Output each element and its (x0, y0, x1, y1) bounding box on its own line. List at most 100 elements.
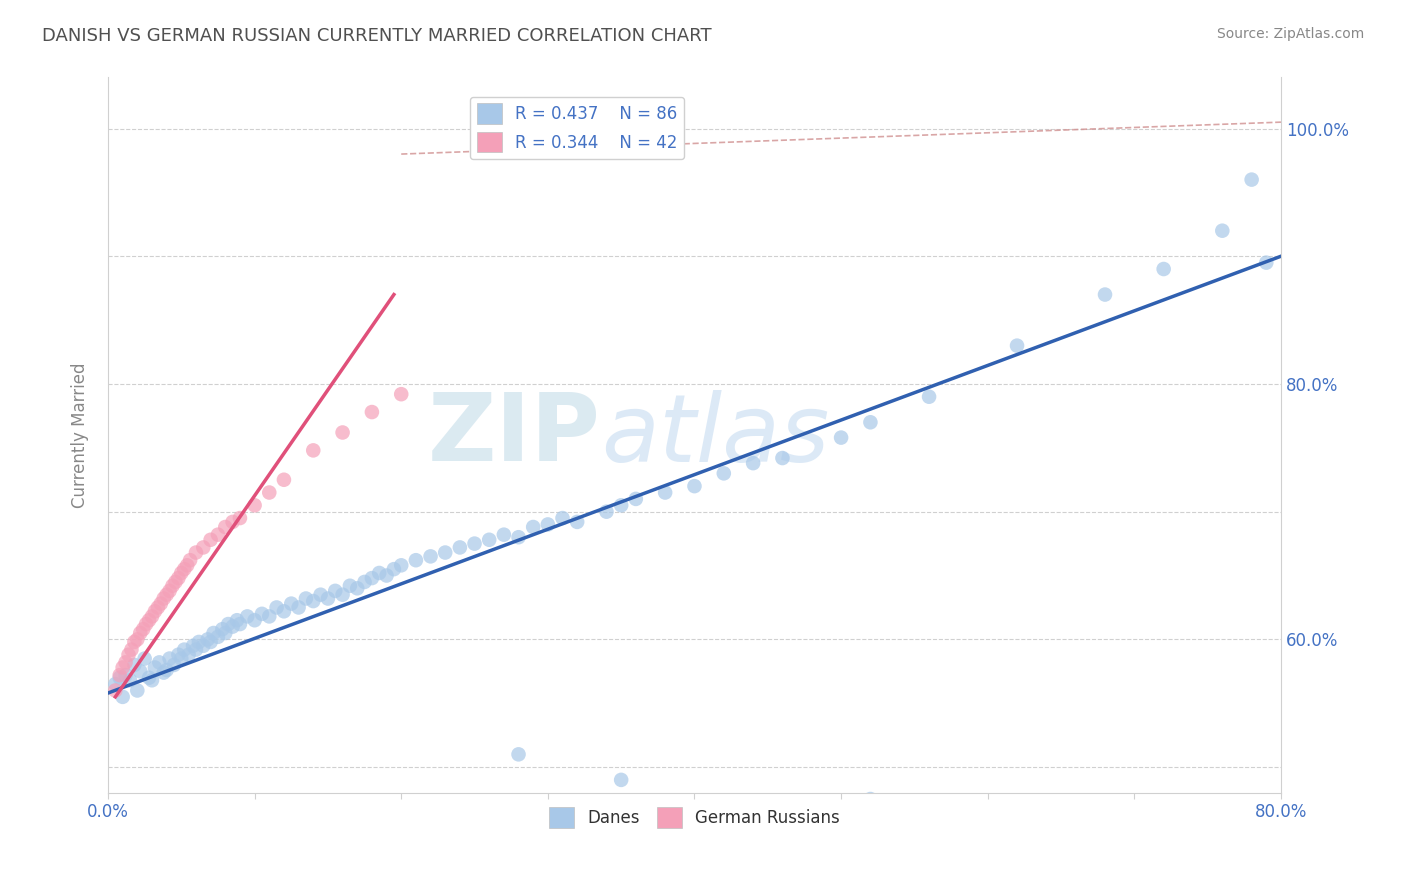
Point (111, 660, 134, 674)
Point (152, 665, 174, 680)
Point (389, 387, 412, 401)
Point (170, 651, 193, 665)
Point (118, 673, 141, 688)
Point (177, 648, 200, 662)
Point (361, 405, 384, 419)
Point (134, 651, 156, 665)
Point (193, 639, 215, 653)
Point (127, 683, 149, 698)
Point (273, 604, 295, 618)
Point (859, 415, 882, 429)
Point (302, 594, 325, 608)
Point (202, 626, 225, 640)
Point (332, 425, 354, 440)
Point (742, 456, 765, 470)
Point (184, 545, 207, 559)
Text: DANISH VS GERMAN RUSSIAN CURRENTLY MARRIED CORRELATION CHART: DANISH VS GERMAN RUSSIAN CURRENTLY MARRI… (42, 27, 711, 45)
Text: atlas: atlas (600, 390, 830, 481)
Point (1240, 172, 1263, 186)
Point (200, 635, 222, 649)
Point (104, 677, 127, 691)
Point (184, 642, 207, 657)
Point (243, 498, 266, 512)
Point (295, 591, 318, 606)
Point (143, 660, 166, 674)
Point (149, 597, 172, 611)
Point (108, 668, 131, 682)
Point (464, 536, 486, 550)
Point (148, 656, 170, 670)
Point (243, 613, 266, 627)
Point (159, 583, 181, 598)
Point (508, 747, 530, 762)
Point (346, 582, 368, 596)
Point (266, 600, 288, 615)
Point (165, 574, 187, 589)
Point (316, 591, 339, 606)
Point (207, 630, 229, 644)
Text: Source: ZipAtlas.com: Source: ZipAtlas.com (1216, 27, 1364, 41)
Point (170, 566, 193, 580)
Point (492, 527, 515, 541)
Y-axis label: Currently Married: Currently Married (72, 362, 89, 508)
Point (135, 617, 157, 632)
Point (104, 683, 127, 698)
Point (117, 648, 139, 662)
Point (654, 485, 676, 500)
Point (624, 491, 647, 506)
Point (176, 558, 198, 573)
Point (156, 588, 179, 602)
Point (114, 656, 136, 670)
Point (120, 642, 142, 657)
Point (114, 668, 136, 682)
Point (323, 583, 346, 598)
Point (859, 792, 882, 806)
Point (156, 663, 179, 677)
Point (772, 450, 794, 465)
Point (537, 517, 560, 532)
Point (111, 690, 134, 704)
Point (167, 571, 190, 585)
Point (200, 533, 222, 547)
Point (229, 511, 252, 525)
Point (361, 571, 384, 585)
Point (236, 609, 259, 624)
Point (211, 622, 233, 636)
Point (713, 467, 735, 481)
Legend: Danes, German Russians: Danes, German Russians (543, 801, 846, 834)
Point (595, 505, 617, 519)
Point (141, 673, 163, 688)
Point (221, 619, 243, 633)
Point (162, 579, 184, 593)
Point (129, 626, 152, 640)
Point (229, 617, 252, 632)
Point (1005, 338, 1028, 352)
Point (302, 443, 325, 458)
Point (508, 530, 530, 544)
Point (124, 657, 146, 672)
Point (207, 527, 229, 541)
Point (259, 609, 281, 624)
Point (522, 520, 544, 534)
Point (683, 479, 706, 493)
Point (187, 635, 209, 649)
Point (1094, 287, 1116, 301)
Point (478, 533, 501, 547)
Point (159, 651, 181, 665)
Point (108, 671, 131, 685)
Point (167, 648, 190, 662)
Point (309, 588, 332, 602)
Point (193, 541, 215, 555)
Point (567, 515, 589, 529)
Point (375, 568, 398, 582)
Point (129, 665, 152, 679)
Point (124, 635, 146, 649)
Point (287, 600, 309, 615)
Point (132, 622, 155, 636)
Point (382, 562, 405, 576)
Point (339, 579, 361, 593)
Point (127, 632, 149, 647)
Point (179, 553, 201, 567)
Point (332, 588, 354, 602)
Point (221, 515, 243, 529)
